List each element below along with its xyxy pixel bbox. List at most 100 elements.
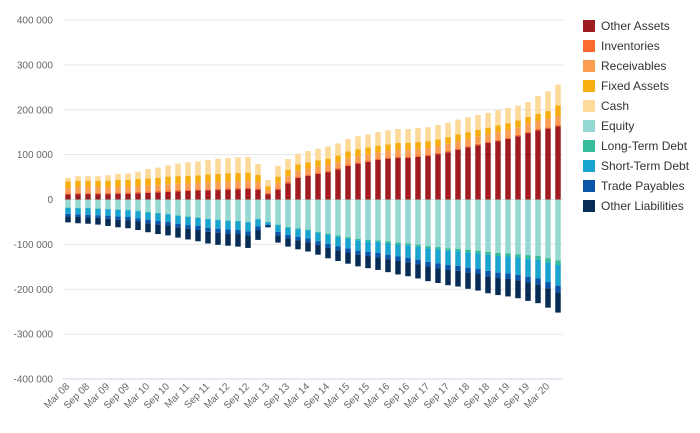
legend-item[interactable]: Equity xyxy=(583,119,634,133)
bar-segment xyxy=(355,163,361,200)
bar-segment xyxy=(545,111,551,119)
bar-segment xyxy=(475,143,481,146)
legend-item[interactable]: Long-Term Debt xyxy=(583,139,688,153)
bar-segment xyxy=(505,253,511,257)
bar-segment xyxy=(105,180,111,188)
bar-segment xyxy=(205,219,211,228)
bar-segment xyxy=(75,194,81,200)
bar-segment xyxy=(355,254,361,267)
bar-segment xyxy=(295,153,301,165)
legend-item[interactable]: Other Liabilities xyxy=(583,199,684,213)
bar-segment xyxy=(475,250,481,254)
bar-segment xyxy=(145,219,151,224)
bar-segment xyxy=(545,288,551,308)
bar-segment xyxy=(75,180,81,188)
bar-segment xyxy=(255,219,261,227)
legend-item[interactable]: Fixed Assets xyxy=(583,79,669,93)
bar-segment xyxy=(295,199,301,229)
bar-segment xyxy=(555,105,561,117)
legend-swatch xyxy=(583,160,595,172)
bar-segment xyxy=(275,165,281,177)
bar-segment xyxy=(125,179,131,187)
legend-swatch xyxy=(583,200,595,212)
bar-segment xyxy=(355,149,361,156)
bar-segment xyxy=(405,245,411,258)
bar-segment xyxy=(435,152,441,155)
bar-segment xyxy=(325,233,331,235)
bar-segment xyxy=(195,182,201,190)
bar-segment xyxy=(415,199,421,245)
bar-segment xyxy=(395,244,401,257)
bar-segment xyxy=(265,194,271,200)
bar-segment xyxy=(145,178,151,186)
bar-segment xyxy=(275,235,281,243)
bar-segment xyxy=(395,129,401,143)
bar-segment xyxy=(555,84,561,106)
bar-segment xyxy=(435,199,441,248)
bar-segment xyxy=(515,127,521,135)
bar-segment xyxy=(315,241,321,245)
bar-segment xyxy=(165,176,171,185)
bar-segment xyxy=(85,176,91,181)
bar-segment xyxy=(65,193,71,195)
bar-segment xyxy=(275,199,281,225)
bar-segment xyxy=(195,190,201,200)
bar-segment xyxy=(535,120,541,130)
bar-segment xyxy=(355,199,361,239)
bar-segment xyxy=(215,228,221,233)
bar-segment xyxy=(315,232,321,242)
bar-segment xyxy=(315,244,321,255)
bar-segment xyxy=(425,248,431,262)
bar-segment xyxy=(65,199,71,208)
bar-segment xyxy=(285,169,291,177)
bar-segment xyxy=(305,238,311,243)
bar-segment xyxy=(505,107,511,124)
bar-segment xyxy=(445,199,451,249)
legend-item[interactable]: Trade Payables xyxy=(583,179,685,193)
bar-segment xyxy=(135,218,141,222)
bar-segment xyxy=(305,174,311,176)
bar-segment xyxy=(435,154,441,200)
legend-item[interactable]: Short-Term Debt xyxy=(583,159,690,173)
bar-segment xyxy=(465,132,471,139)
bar-segment xyxy=(485,276,491,294)
legend-item[interactable]: Cash xyxy=(583,99,629,113)
bar-segment xyxy=(485,127,491,135)
bar-segment xyxy=(225,158,231,174)
bar-segment xyxy=(445,143,451,152)
bar-segment xyxy=(205,160,211,175)
bar-segment xyxy=(335,168,341,170)
legend-item[interactable]: Receivables xyxy=(583,59,666,73)
bar-segment xyxy=(325,243,331,248)
bar-segment xyxy=(435,263,441,269)
bar-segment xyxy=(65,194,71,200)
bar-segment xyxy=(455,270,461,287)
bar-segment xyxy=(175,227,181,238)
bar-segment xyxy=(135,191,141,194)
bar-segment xyxy=(475,145,481,200)
legend-swatch xyxy=(583,120,595,132)
legend-label: Other Liabilities xyxy=(601,199,684,213)
bar-segment xyxy=(155,185,161,191)
bar-segment xyxy=(415,148,421,156)
bar-segment xyxy=(205,174,211,183)
bar-segment xyxy=(295,170,301,177)
bar-segment xyxy=(225,233,231,246)
bar-segment xyxy=(195,175,201,183)
bar-segment xyxy=(245,172,251,181)
bar-segment xyxy=(455,148,461,150)
bar-segment xyxy=(225,181,231,189)
bar-segment xyxy=(375,199,381,241)
bar-segment xyxy=(475,273,481,291)
bar-segment xyxy=(135,211,141,219)
bar-segment xyxy=(235,181,241,188)
legend-item[interactable]: Other Assets xyxy=(583,19,670,33)
legend-item[interactable]: Inventories xyxy=(583,39,660,53)
bar-segment xyxy=(345,138,351,152)
bar-segment xyxy=(405,149,411,157)
bar-segment xyxy=(115,192,121,194)
bar-segment xyxy=(115,216,121,220)
bar-segment xyxy=(105,215,111,219)
bar-segment xyxy=(305,151,311,163)
bar-segment xyxy=(405,156,411,158)
